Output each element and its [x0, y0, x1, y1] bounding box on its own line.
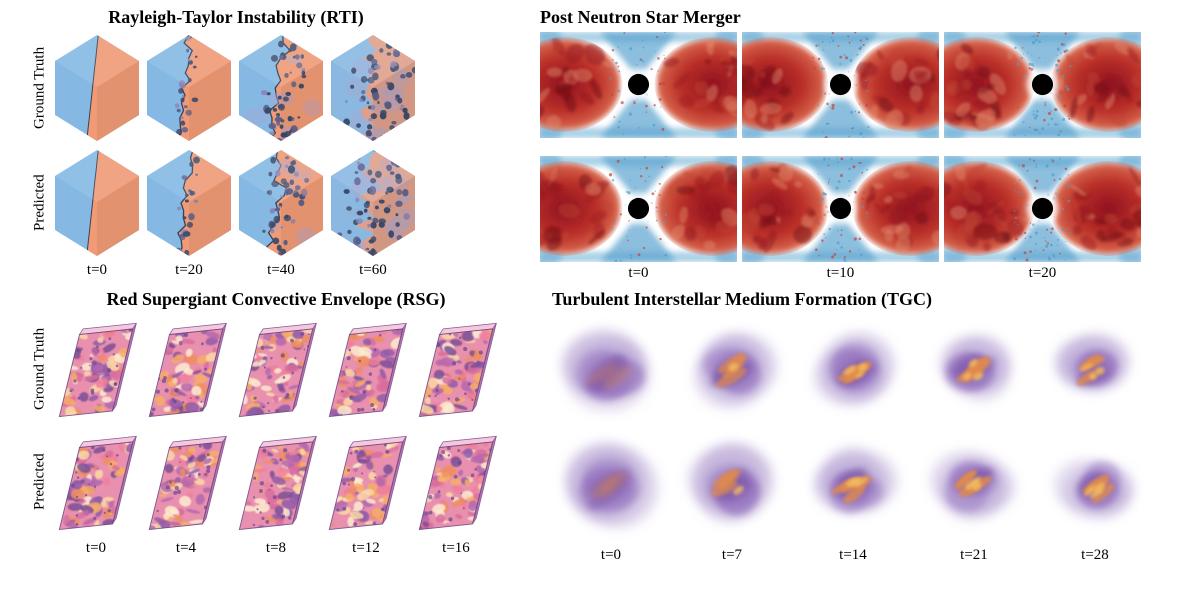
- rsg-ground-truth-t4-image: [148, 322, 228, 418]
- rsg-row-label-ground-truth: Ground Truth: [31, 327, 48, 411]
- tgc-top-t14-image: [813, 332, 895, 406]
- tgc-bottom-t0-image: [565, 441, 659, 528]
- nsm-top-t20-image: [944, 32, 1141, 138]
- rti-time-label-2: t=40: [267, 262, 295, 278]
- rsg-predicted-t4-image: [148, 435, 228, 531]
- tgc-top-t28-image: [1054, 333, 1130, 392]
- panel-rsg-time-labels: t=0 t=4 t=8 t=12 t=16: [52, 540, 500, 557]
- panel-rti-title: Rayleigh-Taylor Instability (RTI): [108, 7, 364, 27]
- panel-nsm-title: Post Neutron Star Merger: [540, 7, 741, 27]
- tgc-bottom-t14-image: [814, 447, 898, 514]
- nsm-top-t10-image: [742, 32, 939, 138]
- nsm-time-label-1: t=10: [826, 265, 855, 281]
- rsg-ground-truth-t8-image: [238, 322, 318, 418]
- panel-rti-time-labels: t=0 t=20 t=40 t=60: [52, 262, 420, 279]
- panel-rti-body: Ground Truth Predicted: [28, 32, 420, 259]
- nsm-bottom-t10-image: [742, 156, 939, 262]
- panel-tgc-time-labels: t=0 t=7 t=14 t=21 t=28: [552, 547, 1158, 564]
- tgc-time-label-1: t=7: [721, 547, 743, 563]
- tgc-time-label-3: t=21: [960, 547, 988, 563]
- tgc-top-t0-image: [561, 329, 649, 412]
- tgc-bottom-t28-image: [1054, 459, 1134, 519]
- rsg-time-label-1: t=4: [175, 540, 197, 556]
- rti-predicted-t40-image: [239, 150, 323, 256]
- tgc-time-label-2: t=14: [839, 547, 867, 563]
- panel-tgc-grid: [552, 314, 1154, 544]
- panel-nsm: Post Neutron Star Merger t=0 t=10 t=20: [540, 6, 1142, 282]
- rsg-time-label-3: t=12: [352, 540, 380, 556]
- tgc-time-label-0: t=0: [600, 547, 622, 563]
- rti-ground-truth-t20-image: [147, 35, 231, 141]
- panel-rti-row-labels: Ground Truth Predicted: [28, 32, 52, 259]
- rti-predicted-t60-image: [331, 150, 415, 256]
- rti-ground-truth-t60-image: [331, 35, 415, 141]
- panel-rsg-title: Red Supergiant Convective Envelope (RSG): [106, 289, 446, 309]
- rsg-ground-truth-t16-image: [418, 322, 498, 418]
- panel-rti: Rayleigh-Taylor Instability (RTI) Ground…: [28, 6, 420, 279]
- rti-predicted-t0-image: [55, 150, 139, 256]
- tgc-bottom-t7-image: [687, 443, 775, 523]
- rti-ground-truth-t40-image: [239, 35, 323, 141]
- tgc-time-label-4: t=28: [1081, 547, 1109, 563]
- panel-rti-grid: [52, 32, 418, 259]
- panel-rsg-row-labels: Ground Truth Predicted: [28, 314, 52, 537]
- rsg-time-label-0: t=0: [85, 540, 107, 556]
- rsg-time-label-2: t=8: [265, 540, 287, 556]
- panel-tgc-title: Turbulent Interstellar Medium Formation …: [552, 289, 932, 309]
- panel-nsm-body: [540, 32, 1142, 262]
- rti-time-label-3: t=60: [359, 262, 387, 278]
- nsm-bottom-t20-image: [944, 156, 1141, 262]
- rsg-predicted-t0-image: [58, 435, 138, 531]
- tgc-bottom-t21-image: [930, 451, 1016, 520]
- rsg-predicted-t12-image: [328, 435, 408, 531]
- rti-time-label-1: t=20: [175, 262, 203, 278]
- rti-row-label-predicted: Predicted: [31, 174, 48, 232]
- panel-rsg-grid: [52, 314, 500, 537]
- rsg-ground-truth-t12-image: [328, 322, 408, 418]
- rsg-row-label-predicted: Predicted: [31, 453, 48, 511]
- rti-ground-truth-t0-image: [55, 35, 139, 141]
- panel-rsg-body: Ground Truth Predicted: [28, 314, 500, 537]
- panel-nsm-grid: [540, 32, 1141, 262]
- rsg-predicted-t8-image: [238, 435, 318, 531]
- rti-time-label-0: t=0: [86, 262, 108, 278]
- rti-predicted-t20-image: [147, 150, 231, 256]
- rsg-predicted-t16-image: [418, 435, 498, 531]
- panel-nsm-time-labels: t=0 t=10 t=20: [540, 265, 1142, 282]
- panel-rsg: Red Supergiant Convective Envelope (RSG)…: [28, 288, 500, 557]
- rsg-ground-truth-t0-image: [58, 322, 138, 418]
- nsm-time-label-2: t=20: [1028, 265, 1057, 281]
- rti-row-label-ground-truth: Ground Truth: [31, 46, 48, 130]
- nsm-top-t0-image: [540, 32, 737, 138]
- nsm-bottom-t0-image: [540, 156, 737, 262]
- nsm-time-label-0: t=0: [628, 265, 649, 281]
- panel-tgc-body: [552, 314, 1158, 544]
- rsg-time-label-4: t=16: [442, 540, 470, 556]
- panel-tgc: Turbulent Interstellar Medium Formation …: [552, 288, 1158, 564]
- tgc-top-t21-image: [940, 335, 1010, 401]
- tgc-top-t7-image: [694, 333, 779, 409]
